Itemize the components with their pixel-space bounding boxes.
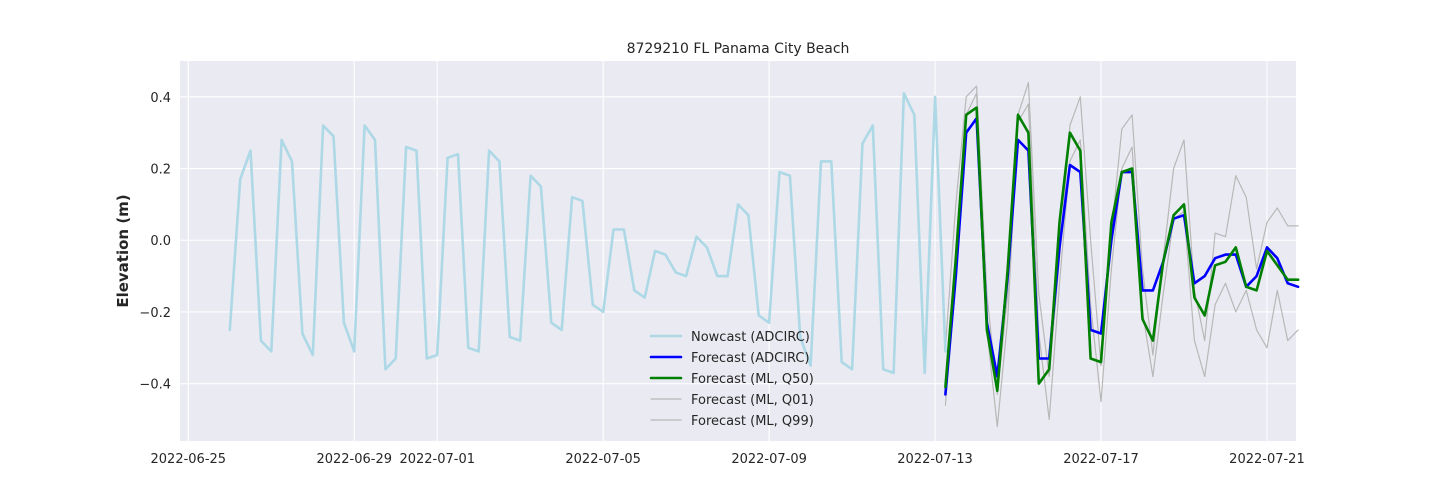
x-tick-label: 2022-07-17 (1063, 452, 1139, 467)
y-tick-label: −0.4 (139, 378, 171, 393)
x-tick-label: 2022-06-25 (151, 452, 227, 467)
x-tick-label: 2022-06-29 (316, 452, 392, 467)
x-tick-label: 2022-07-13 (897, 452, 973, 467)
y-tick-label: 0.0 (150, 234, 171, 249)
legend-label: Forecast (ADCIRC) (691, 351, 810, 366)
x-axis-ticks: 2022-06-25 2022-06-29 2022-07-01 2022-07-05… (151, 452, 1305, 467)
legend-label: Forecast (ML, Q99) (691, 414, 814, 429)
x-tick-label: 2022-07-01 (399, 452, 475, 467)
y-tick-label: 0.2 (150, 163, 171, 178)
legend-label: Forecast (ML, Q50) (691, 372, 814, 387)
y-tick-label: 0.4 (150, 91, 171, 106)
y-axis-ticks: 0.4 0.2 0.0 −0.2 −0.4 (139, 91, 171, 393)
x-tick-label: 2022-07-05 (565, 452, 641, 467)
x-tick-label: 2022-07-09 (731, 452, 807, 467)
chart-title: 8729210 FL Panama City Beach (627, 41, 850, 57)
legend-label: Nowcast (ADCIRC) (691, 330, 810, 345)
legend-label: Forecast (ML, Q01) (691, 393, 814, 408)
x-tick-label: 2022-07-21 (1229, 452, 1305, 467)
y-tick-label: −0.2 (139, 306, 171, 321)
y-axis-label: Elevation (m) (114, 194, 132, 307)
